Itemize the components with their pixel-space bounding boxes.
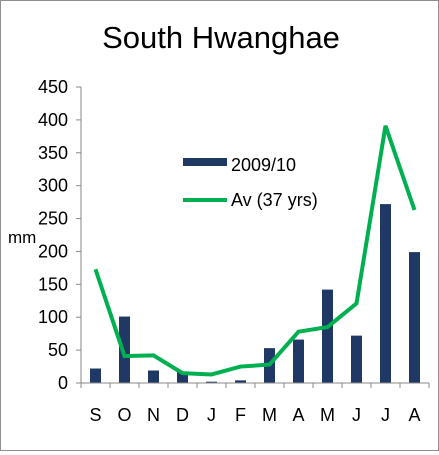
- y-tick-label: 150: [38, 274, 68, 294]
- y-tick-label: 400: [38, 110, 68, 130]
- x-tick-label: D: [176, 405, 189, 425]
- bar: [322, 290, 333, 383]
- y-tick-label: 300: [38, 176, 68, 196]
- x-tick-label: J: [352, 405, 361, 425]
- bar: [293, 340, 304, 383]
- y-axis-ticks: 0 50 100 150 200 250 300 350 400 450: [38, 77, 81, 393]
- x-tick-label: M: [262, 405, 277, 425]
- x-tick-label: F: [235, 405, 246, 425]
- chart-title: South Hwanghae: [102, 20, 340, 55]
- x-tick-label: J: [207, 405, 216, 425]
- y-tick-label: 200: [38, 241, 68, 261]
- y-tick-label: 350: [38, 143, 68, 163]
- x-tick-label: A: [292, 405, 304, 425]
- y-tick-label: 50: [48, 340, 68, 360]
- bar: [90, 369, 101, 383]
- x-tick-label: J: [381, 405, 390, 425]
- legend-label-bars: 2009/10: [231, 155, 296, 175]
- legend: 2009/10 Av (37 yrs): [183, 155, 318, 210]
- legend-label-line: Av (37 yrs): [231, 190, 318, 210]
- x-tick-label: S: [89, 405, 101, 425]
- bar: [351, 336, 362, 383]
- legend-swatch-bars: [183, 158, 227, 166]
- bar: [148, 371, 159, 383]
- bar: [380, 204, 391, 383]
- y-tick-label: 100: [38, 307, 68, 327]
- x-tick-label: N: [147, 405, 160, 425]
- y-tick-label: 450: [38, 77, 68, 97]
- y-axis-label: mm: [8, 228, 36, 247]
- y-tick-label: 0: [58, 373, 68, 393]
- x-tick-label: A: [408, 405, 420, 425]
- bar: [409, 252, 420, 383]
- y-tick-label: 250: [38, 209, 68, 229]
- x-tick-label: M: [320, 405, 335, 425]
- x-tick-label: O: [117, 405, 131, 425]
